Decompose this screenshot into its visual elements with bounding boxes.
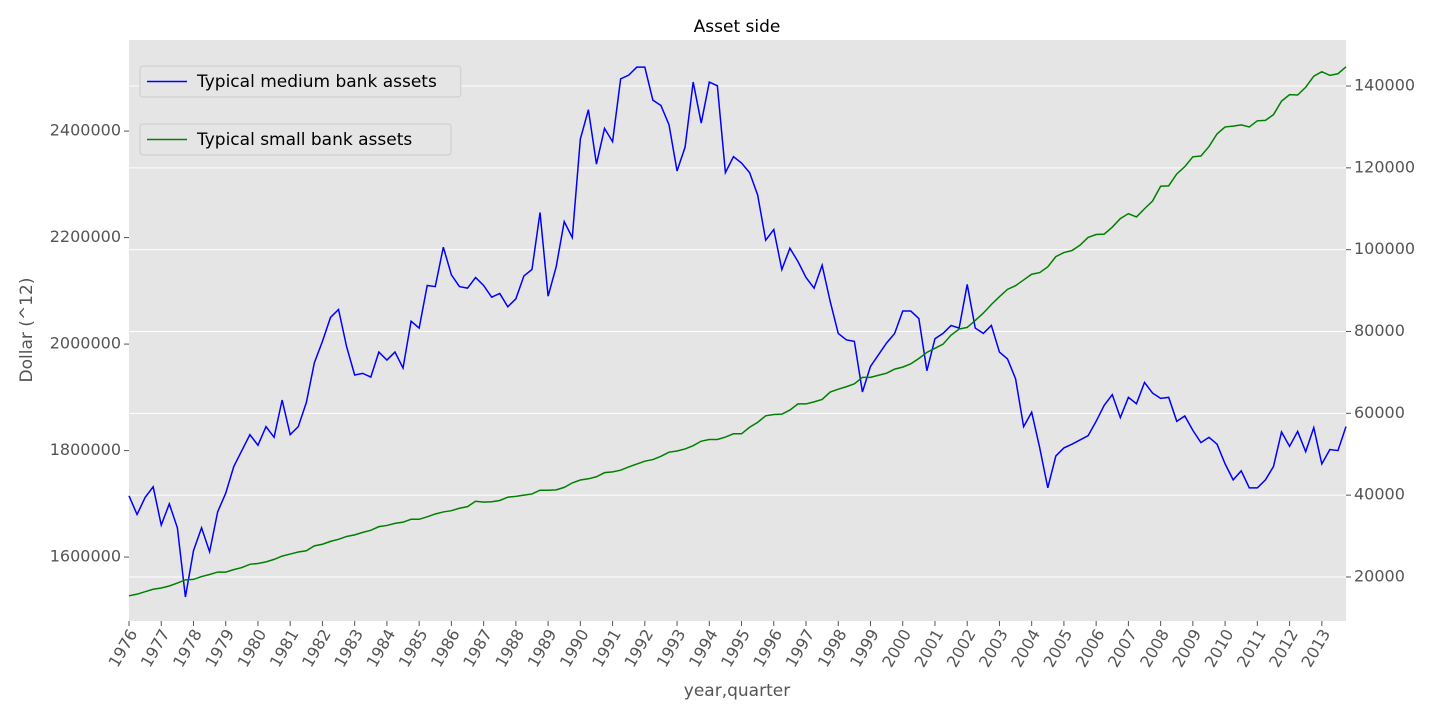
x-tick-label: 1986 (427, 626, 464, 671)
x-tick-label: 1982 (298, 626, 335, 671)
series-line (128, 66, 1347, 598)
x-tick-label: 2006 (1072, 626, 1109, 671)
y-tick-label: 1600000 (50, 547, 121, 566)
legend-box (139, 65, 462, 98)
x-tick-label: 1991 (588, 626, 625, 671)
x-tick-label: 2007 (1104, 626, 1141, 671)
x-tick-label: 1979 (201, 626, 238, 671)
series-line (128, 66, 1347, 597)
x-tick-label: 2012 (1265, 626, 1302, 671)
x-tick-label: 2000 (878, 626, 915, 671)
y2-tick-label: 60000 (1354, 403, 1405, 422)
x-tick-label: 1980 (234, 626, 271, 671)
y2-tick-label: 120000 (1354, 157, 1415, 176)
x-tick-label: 1978 (169, 626, 206, 671)
x-tick-label: 1981 (266, 626, 303, 671)
x-tick-label: 2004 (1007, 626, 1044, 671)
y-tick-label: 2000000 (50, 334, 121, 353)
chart-title: Asset side (694, 17, 781, 37)
x-tick-label: 2011 (1233, 626, 1270, 671)
y2-tick-label: 40000 (1354, 485, 1405, 504)
x-tick-label: 1984 (362, 626, 399, 671)
x-tick-label: 1999 (846, 626, 883, 671)
x-tick-label: 1988 (491, 626, 528, 671)
x-tick-label: 1995 (717, 626, 754, 671)
x-tick-label: 1985 (395, 626, 432, 671)
x-tick-label: 1989 (524, 626, 561, 671)
y-tick-label: 1800000 (50, 440, 121, 459)
y2-tick-label: 20000 (1354, 566, 1405, 585)
x-tick-label: 1998 (814, 626, 851, 671)
x-tick-label: 2005 (1039, 626, 1076, 671)
legend-label: Typical small bank assets (196, 130, 412, 150)
y2-tick-label: 80000 (1354, 321, 1405, 340)
legend-label: Typical medium bank assets (196, 72, 437, 92)
y2-tick-label: 100000 (1354, 239, 1415, 258)
x-tick-label: 1997 (782, 626, 819, 671)
x-tick-label: 1990 (556, 626, 593, 671)
x-tick-label: 2001 (911, 626, 948, 671)
y2-tick-label: 140000 (1354, 76, 1415, 95)
x-tick-label: 1996 (749, 626, 786, 671)
x-tick-label: 2009 (1168, 626, 1205, 671)
x-tick-label: 1994 (685, 626, 722, 671)
y-tick-label: 2200000 (50, 227, 121, 246)
x-tick-label: 2002 (943, 626, 980, 671)
x-tick-label: 2010 (1201, 626, 1238, 671)
x-tick-label: 1987 (459, 626, 496, 671)
x-tick-label: 2008 (1136, 626, 1173, 671)
x-tick-label: 1976 (105, 626, 142, 671)
x-tick-label: 1992 (620, 626, 657, 671)
y-tick-label: 2400000 (50, 121, 121, 140)
x-axis-label: year,quarter (684, 681, 790, 701)
x-tick-label: 1983 (330, 626, 367, 671)
x-tick-label: 2003 (975, 626, 1012, 671)
x-tick-label: 1993 (653, 626, 690, 671)
legend-box (139, 123, 452, 156)
y-axis-label: Dollar (^12) (17, 278, 37, 383)
x-tick-label: 1977 (137, 626, 174, 671)
x-tick-label: 2013 (1297, 626, 1334, 671)
